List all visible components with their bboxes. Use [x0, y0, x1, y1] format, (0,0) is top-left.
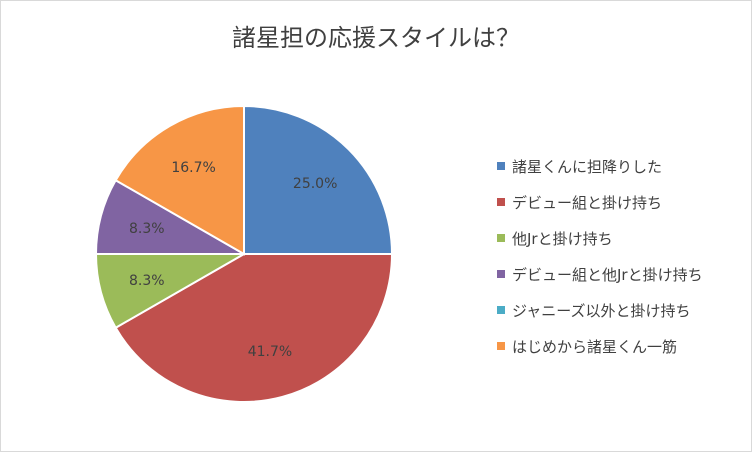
legend-label: 他Jrと掛け持ち: [512, 229, 613, 248]
legend-item: デビュー組と他Jrと掛け持ち: [497, 256, 703, 292]
legend-item: ジャニーズ以外と掛け持ち: [497, 292, 703, 328]
data-label: 8.3%: [129, 273, 165, 289]
legend-swatch: [497, 306, 505, 314]
data-label: 8.3%: [129, 221, 165, 237]
data-label: 41.7%: [248, 344, 292, 360]
pie-slice: [114, 253, 394, 403]
data-label: 25.0%: [293, 176, 337, 192]
legend-label: デビュー組と掛け持ち: [512, 193, 663, 212]
legend-label: ジャニーズ以外と掛け持ち: [512, 301, 691, 320]
legend-item: 他Jrと掛け持ち: [497, 220, 703, 256]
legend-swatch: [497, 270, 505, 278]
pie-slice: [243, 104, 394, 255]
legend-swatch: [497, 342, 505, 350]
legend-swatch: [497, 234, 505, 242]
chart-title: 諸星担の応援スタイルは？: [232, 24, 520, 52]
legend-item: デビュー組と掛け持ち: [497, 184, 703, 220]
legend-label: デビュー組と他Jrと掛け持ち: [512, 265, 703, 284]
data-label: 16.7%: [171, 160, 215, 176]
legend-label: はじめから諸星くん一筋: [512, 337, 678, 356]
pie-slice: [114, 104, 245, 256]
legend: 諸星くんに担降りした デビュー組と掛け持ち 他Jrと掛け持ち デビュー組と他Jr…: [497, 148, 703, 364]
legend-swatch: [497, 162, 505, 170]
legend-item: 諸星くんに担降りした: [497, 148, 703, 184]
legend-label: 諸星くんに担降りした: [512, 157, 663, 176]
legend-swatch: [497, 198, 505, 206]
legend-item: はじめから諸星くん一筋: [497, 328, 703, 364]
